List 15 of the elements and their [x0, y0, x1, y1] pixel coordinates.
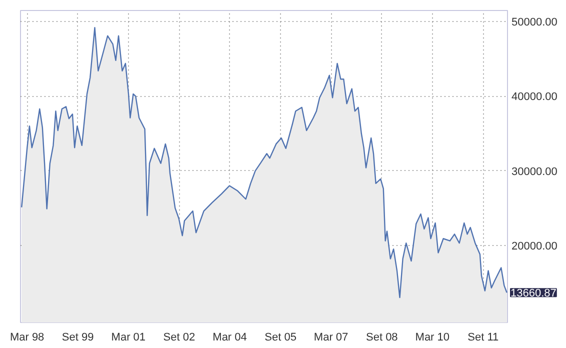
x-tick-label: Set 05 [264, 332, 296, 344]
x-tick-label: Set 08 [366, 332, 398, 344]
y-tick-label: 50000.00 [512, 16, 558, 29]
y-tick-label: 20000.00 [512, 240, 558, 252]
x-tick-label: Set 99 [62, 332, 94, 344]
x-tick-label: Mar 07 [314, 332, 348, 344]
x-tick-label: Set 02 [163, 332, 196, 344]
x-tick-label: Mar 10 [415, 332, 450, 344]
y-tick-label: 40000.00 [512, 91, 558, 104]
y-tick-label: 30000.00 [512, 166, 558, 178]
x-tick-label: Mar 98 [10, 332, 44, 344]
x-tick-label: Set 11 [468, 332, 499, 344]
x-tick-label: Mar 04 [212, 332, 247, 344]
x-tick-label: Mar 01 [111, 332, 146, 344]
text: 13660.87 [510, 288, 556, 300]
